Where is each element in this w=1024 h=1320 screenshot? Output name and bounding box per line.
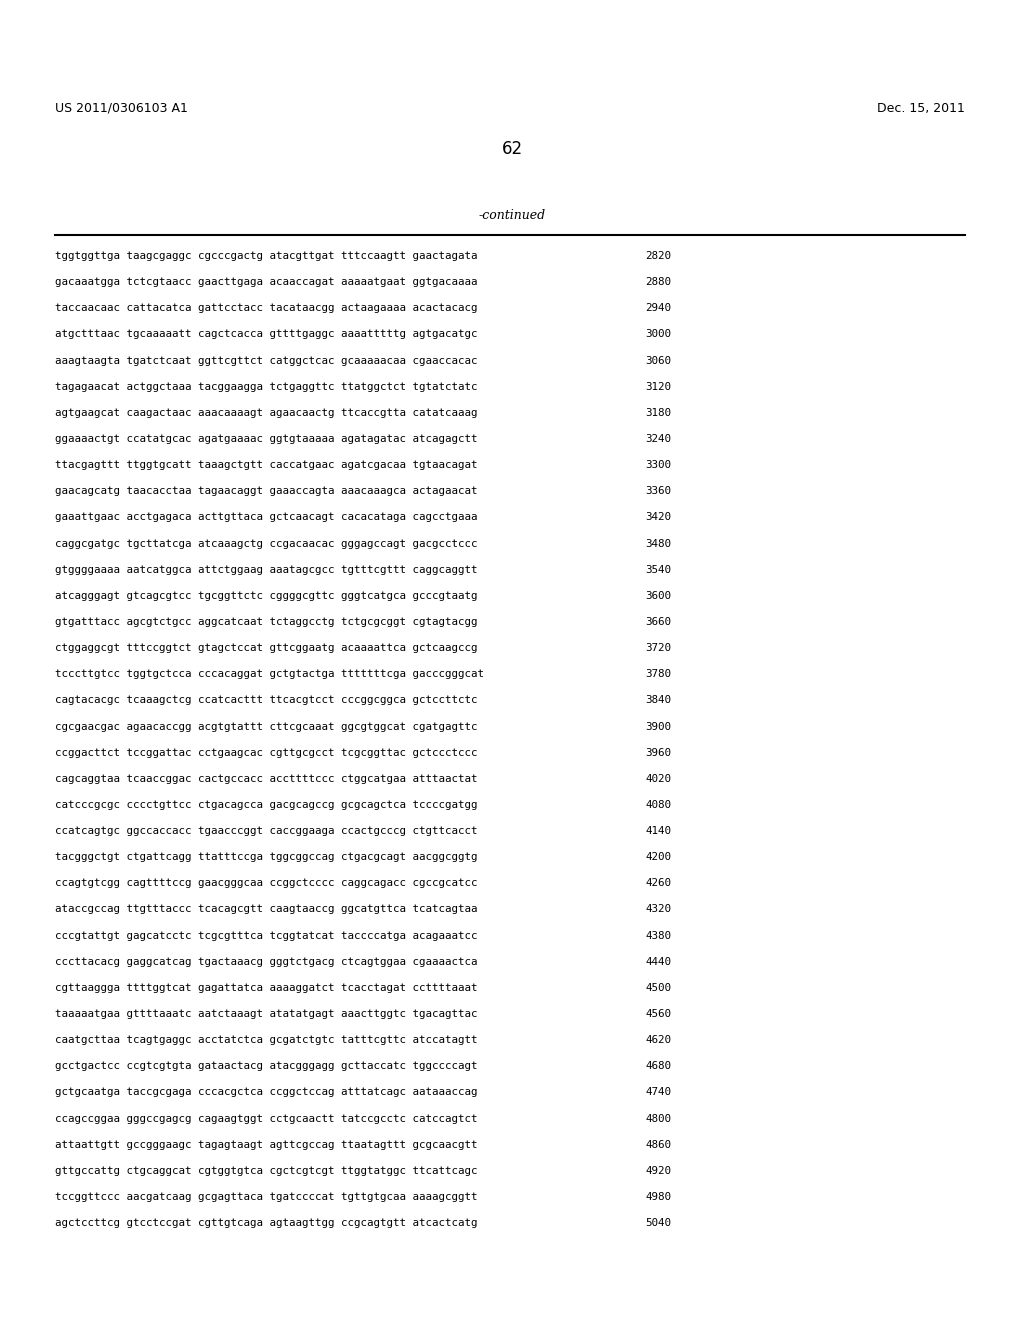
Text: -continued: -continued [478,209,546,222]
Text: gtgatttacc agcgtctgcc aggcatcaat tctaggcctg tctgcgcggt cgtagtacgg: gtgatttacc agcgtctgcc aggcatcaat tctaggc… [55,616,477,627]
Text: gtggggaaaa aatcatggca attctggaag aaatagcgcc tgtttcgttt caggcaggtt: gtggggaaaa aatcatggca attctggaag aaatagc… [55,565,477,574]
Text: ccagtgtcgg cagttttccg gaacgggcaa ccggctcccc caggcagacc cgccgcatcc: ccagtgtcgg cagttttccg gaacgggcaa ccggctc… [55,878,477,888]
Text: 3780: 3780 [645,669,671,680]
Text: 3480: 3480 [645,539,671,549]
Text: 3300: 3300 [645,461,671,470]
Text: 4740: 4740 [645,1088,671,1097]
Text: 62: 62 [502,140,522,158]
Text: 3960: 3960 [645,747,671,758]
Text: tacgggctgt ctgattcagg ttatttccga tggcggccag ctgacgcagt aacggcggtg: tacgggctgt ctgattcagg ttatttccga tggcggc… [55,853,477,862]
Text: 3360: 3360 [645,486,671,496]
Text: 3240: 3240 [645,434,671,444]
Text: 3180: 3180 [645,408,671,418]
Text: 3060: 3060 [645,355,671,366]
Text: 3000: 3000 [645,330,671,339]
Text: cgttaaggga ttttggtcat gagattatca aaaaggatct tcacctagat ccttttaaat: cgttaaggga ttttggtcat gagattatca aaaagga… [55,983,477,993]
Text: 4260: 4260 [645,878,671,888]
Text: catcccgcgc cccctgttcc ctgacagcca gacgcagccg gcgcagctca tccccgatgg: catcccgcgc cccctgttcc ctgacagcca gacgcag… [55,800,477,810]
Text: 4800: 4800 [645,1114,671,1123]
Text: 4020: 4020 [645,774,671,784]
Text: 4380: 4380 [645,931,671,941]
Text: US 2011/0306103 A1: US 2011/0306103 A1 [55,102,187,115]
Text: cccttacacg gaggcatcag tgactaaacg gggtctgacg ctcagtggaa cgaaaactca: cccttacacg gaggcatcag tgactaaacg gggtctg… [55,957,477,966]
Text: 4860: 4860 [645,1139,671,1150]
Text: 5040: 5040 [645,1218,671,1228]
Text: ggaaaactgt ccatatgcac agatgaaaac ggtgtaaaaa agatagatac atcagagctt: ggaaaactgt ccatatgcac agatgaaaac ggtgtaa… [55,434,477,444]
Text: gaacagcatg taacacctaa tagaacaggt gaaaccagta aaacaaagca actagaacat: gaacagcatg taacacctaa tagaacaggt gaaacca… [55,486,477,496]
Text: tggtggttga taagcgaggc cgcccgactg atacgttgat tttccaagtt gaactagata: tggtggttga taagcgaggc cgcccgactg atacgtt… [55,251,477,261]
Text: 4200: 4200 [645,853,671,862]
Text: 2880: 2880 [645,277,671,288]
Text: 4920: 4920 [645,1166,671,1176]
Text: attaattgtt gccgggaagc tagagtaagt agttcgccag ttaatagttt gcgcaacgtt: attaattgtt gccgggaagc tagagtaagt agttcgc… [55,1139,477,1150]
Text: cccgtattgt gagcatcctc tcgcgtttca tcggtatcat taccccatga acagaaatcc: cccgtattgt gagcatcctc tcgcgtttca tcggtat… [55,931,477,941]
Text: tcccttgtcc tggtgctcca cccacaggat gctgtactga tttttttcga gacccgggcat: tcccttgtcc tggtgctcca cccacaggat gctgtac… [55,669,484,680]
Text: 4140: 4140 [645,826,671,836]
Text: 3900: 3900 [645,722,671,731]
Text: 4980: 4980 [645,1192,671,1203]
Text: cagcaggtaa tcaaccggac cactgccacc accttttccc ctggcatgaa atttaactat: cagcaggtaa tcaaccggac cactgccacc acctttt… [55,774,477,784]
Text: 4440: 4440 [645,957,671,966]
Text: 4500: 4500 [645,983,671,993]
Text: ccatcagtgc ggccaccacc tgaacccggt caccggaaga ccactgcccg ctgttcacct: ccatcagtgc ggccaccacc tgaacccggt caccgga… [55,826,477,836]
Text: gaaattgaac acctgagaca acttgttaca gctcaacagt cacacataga cagcctgaaa: gaaattgaac acctgagaca acttgttaca gctcaac… [55,512,477,523]
Text: tagagaacat actggctaaa tacggaagga tctgaggttc ttatggctct tgtatctatc: tagagaacat actggctaaa tacggaagga tctgagg… [55,381,477,392]
Text: cagtacacgc tcaaagctcg ccatcacttt ttcacgtcct cccggcggca gctccttctc: cagtacacgc tcaaagctcg ccatcacttt ttcacgt… [55,696,477,705]
Text: 4680: 4680 [645,1061,671,1072]
Text: caatgcttaa tcagtgaggc acctatctca gcgatctgtc tatttcgttc atccatagtt: caatgcttaa tcagtgaggc acctatctca gcgatct… [55,1035,477,1045]
Text: 3540: 3540 [645,565,671,574]
Text: ttacgagttt ttggtgcatt taaagctgtt caccatgaac agatcgacaa tgtaacagat: ttacgagttt ttggtgcatt taaagctgtt caccatg… [55,461,477,470]
Text: 3720: 3720 [645,643,671,653]
Text: atgctttaac tgcaaaaatt cagctcacca gttttgaggc aaaatttttg agtgacatgc: atgctttaac tgcaaaaatt cagctcacca gttttga… [55,330,477,339]
Text: 4560: 4560 [645,1008,671,1019]
Text: gacaaatgga tctcgtaacc gaacttgaga acaaccagat aaaaatgaat ggtgacaaaa: gacaaatgga tctcgtaacc gaacttgaga acaacca… [55,277,477,288]
Text: aaagtaagta tgatctcaat ggttcgttct catggctcac gcaaaaacaa cgaaccacac: aaagtaagta tgatctcaat ggttcgttct catggct… [55,355,477,366]
Text: 4080: 4080 [645,800,671,810]
Text: 2820: 2820 [645,251,671,261]
Text: 3420: 3420 [645,512,671,523]
Text: 3120: 3120 [645,381,671,392]
Text: taccaacaac cattacatca gattcctacc tacataacgg actaagaaaa acactacacg: taccaacaac cattacatca gattcctacc tacataa… [55,304,477,313]
Text: gcctgactcc ccgtcgtgta gataactacg atacgggagg gcttaccatc tggccccagt: gcctgactcc ccgtcgtgta gataactacg atacggg… [55,1061,477,1072]
Text: gttgccattg ctgcaggcat cgtggtgtca cgctcgtcgt ttggtatggc ttcattcagc: gttgccattg ctgcaggcat cgtggtgtca cgctcgt… [55,1166,477,1176]
Text: 3600: 3600 [645,591,671,601]
Text: 3660: 3660 [645,616,671,627]
Text: ctggaggcgt tttccggtct gtagctccat gttcggaatg acaaaattca gctcaagccg: ctggaggcgt tttccggtct gtagctccat gttcgga… [55,643,477,653]
Text: ataccgccag ttgtttaccc tcacagcgtt caagtaaccg ggcatgttca tcatcagtaa: ataccgccag ttgtttaccc tcacagcgtt caagtaa… [55,904,477,915]
Text: ccagccggaa gggccgagcg cagaagtggt cctgcaactt tatccgcctc catccagtct: ccagccggaa gggccgagcg cagaagtggt cctgcaa… [55,1114,477,1123]
Text: cgcgaacgac agaacaccgg acgtgtattt cttcgcaaat ggcgtggcat cgatgagttc: cgcgaacgac agaacaccgg acgtgtattt cttcgca… [55,722,477,731]
Text: caggcgatgc tgcttatcga atcaaagctg ccgacaacac gggagccagt gacgcctccc: caggcgatgc tgcttatcga atcaaagctg ccgacaa… [55,539,477,549]
Text: agtgaagcat caagactaac aaacaaaagt agaacaactg ttcaccgtta catatcaaag: agtgaagcat caagactaac aaacaaaagt agaacaa… [55,408,477,418]
Text: atcagggagt gtcagcgtcc tgcggttctc cggggcgttc gggtcatgca gcccgtaatg: atcagggagt gtcagcgtcc tgcggttctc cggggcg… [55,591,477,601]
Text: gctgcaatga taccgcgaga cccacgctca ccggctccag atttatcagc aataaaccag: gctgcaatga taccgcgaga cccacgctca ccggctc… [55,1088,477,1097]
Text: 4620: 4620 [645,1035,671,1045]
Text: Dec. 15, 2011: Dec. 15, 2011 [878,102,965,115]
Text: 3840: 3840 [645,696,671,705]
Text: 2940: 2940 [645,304,671,313]
Text: taaaaatgaa gttttaaatc aatctaaagt atatatgagt aaacttggtc tgacagttac: taaaaatgaa gttttaaatc aatctaaagt atatatg… [55,1008,477,1019]
Text: agctccttcg gtcctccgat cgttgtcaga agtaagttgg ccgcagtgtt atcactcatg: agctccttcg gtcctccgat cgttgtcaga agtaagt… [55,1218,477,1228]
Text: tccggttccc aacgatcaag gcgagttaca tgatccccat tgttgtgcaa aaaagcggtt: tccggttccc aacgatcaag gcgagttaca tgatccc… [55,1192,477,1203]
Text: 4320: 4320 [645,904,671,915]
Text: ccggacttct tccggattac cctgaagcac cgttgcgcct tcgcggttac gctccctccc: ccggacttct tccggattac cctgaagcac cgttgcg… [55,747,477,758]
